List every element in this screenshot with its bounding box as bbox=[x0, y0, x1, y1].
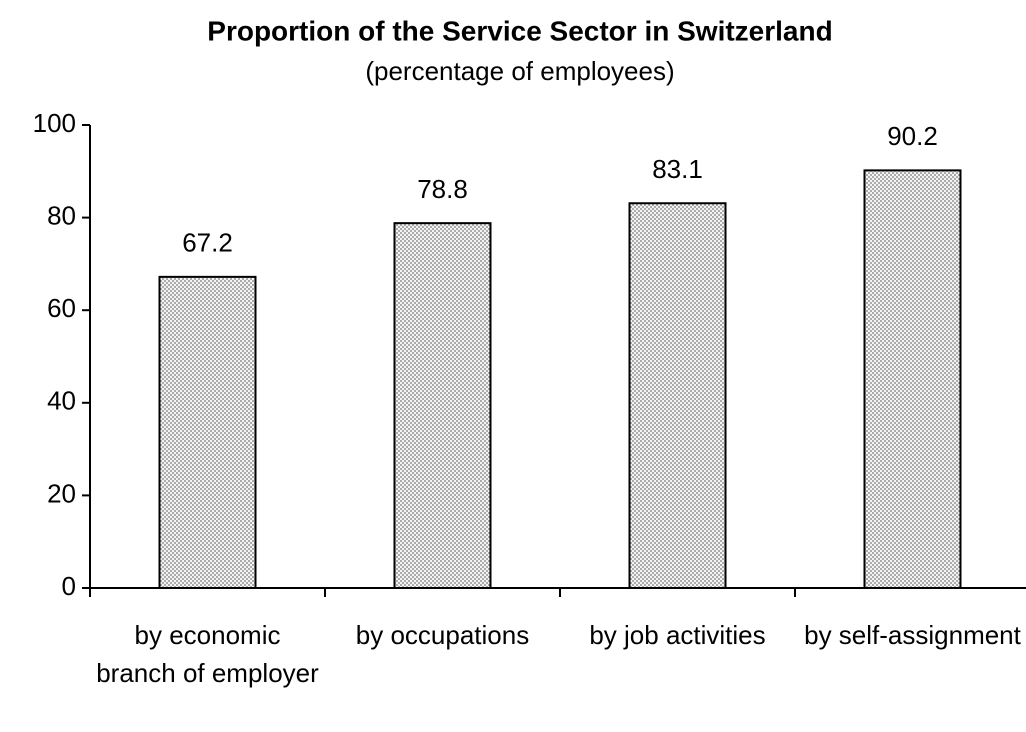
bar bbox=[158, 275, 257, 589]
y-tick-label: 0 bbox=[62, 571, 76, 601]
x-tick-label: by economic branch of employer bbox=[96, 620, 319, 688]
x-tick-label: by job activities bbox=[589, 620, 766, 650]
bar bbox=[393, 222, 492, 589]
y-tick-label: 20 bbox=[47, 478, 76, 508]
x-tick-label: by self-assignment bbox=[804, 620, 1021, 650]
data-label: 90.2 bbox=[887, 121, 938, 151]
bar bbox=[628, 202, 727, 589]
y-tick-label: 60 bbox=[47, 293, 76, 323]
data-label: 67.2 bbox=[182, 228, 233, 258]
bar bbox=[863, 169, 962, 589]
data-label: 78.8 bbox=[417, 174, 468, 204]
chart-title: Proportion of the Service Sector in Swit… bbox=[207, 15, 832, 46]
chart-subtitle: (percentage of employees) bbox=[365, 56, 674, 86]
y-tick-label: 80 bbox=[47, 200, 76, 230]
x-tick-label: by occupations bbox=[355, 620, 530, 650]
y-tick-label: 100 bbox=[33, 108, 76, 138]
y-tick-label: 40 bbox=[47, 386, 76, 416]
data-label: 83.1 bbox=[652, 154, 703, 184]
